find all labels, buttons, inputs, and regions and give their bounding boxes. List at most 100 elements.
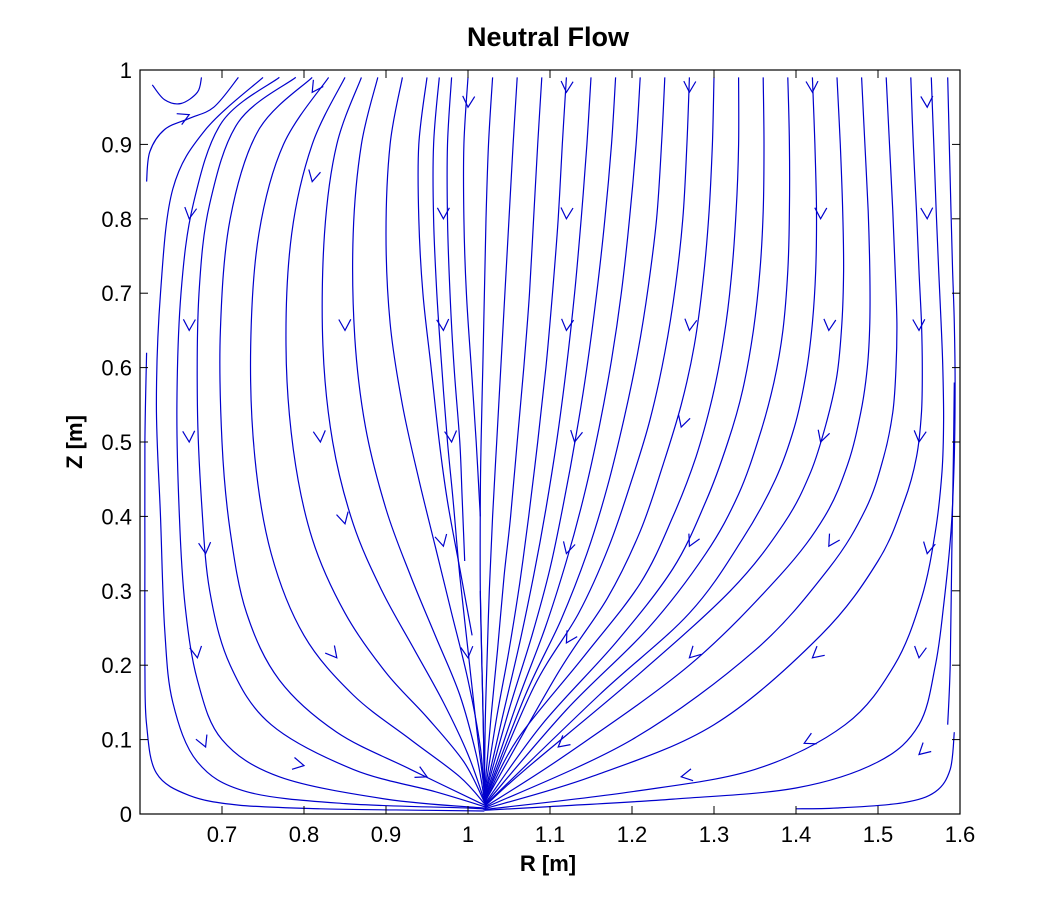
streamline-left-edge-outer	[146, 77, 239, 182]
flow-arrowhead	[688, 533, 700, 548]
flow-arrowhead	[679, 768, 694, 782]
x-tick-label: 1.1	[535, 822, 566, 847]
flow-arrowhead	[312, 430, 326, 444]
arrowheads-group	[176, 79, 936, 782]
streamline-r4	[483, 77, 567, 795]
flow-arrowhead	[198, 541, 212, 555]
streamline-right-edge-bottom	[795, 732, 955, 810]
streamlines-group	[144, 76, 956, 812]
flow-arrowhead	[189, 645, 203, 660]
flow-arrowhead	[436, 318, 450, 332]
y-tick-label: 0	[120, 802, 132, 827]
streamline-l3	[196, 76, 485, 808]
flow-arrowhead	[338, 319, 352, 332]
flow-arrowhead	[336, 511, 349, 526]
flow-arrowhead	[195, 734, 208, 749]
streamline-l6	[285, 77, 485, 803]
streamline-r13	[483, 77, 791, 806]
x-tick-label: 1.6	[945, 822, 976, 847]
flow-arrowhead	[291, 757, 306, 770]
y-tick-label: 0.4	[101, 504, 132, 529]
y-tick-label: 0.6	[101, 356, 132, 381]
streamline-r6	[483, 77, 617, 798]
flow-arrowhead	[436, 207, 450, 221]
streamline-l11b	[432, 77, 485, 792]
y-tick-label: 0.9	[101, 132, 132, 157]
flow-arrowhead	[560, 207, 574, 221]
x-axis-label: R [m]	[520, 851, 576, 876]
streamline-l7	[321, 77, 485, 801]
flow-arrowhead	[814, 207, 828, 221]
y-axis-ticks: 0 0.1 0.2 0.3 0.4 0.5 0.6 0.7 0.8 0.9 1	[101, 58, 960, 827]
streamline-l8	[352, 77, 485, 800]
streamline-r3	[483, 77, 543, 794]
streamline-r15	[483, 77, 845, 808]
x-tick-label: 1.2	[617, 822, 648, 847]
flow-arrowhead	[811, 645, 825, 659]
x-tick-label: 1	[462, 822, 474, 847]
flow-arrowhead	[803, 732, 817, 745]
flow-arrowhead	[460, 645, 474, 660]
streamline-right-edge	[947, 382, 955, 725]
streamline-r11	[483, 77, 740, 804]
streamline-r14	[483, 77, 818, 807]
x-tick-label: 0.8	[289, 822, 320, 847]
y-axis-label: Z [m]	[62, 415, 87, 469]
streamline-r9	[483, 77, 690, 803]
streamline-r10	[483, 77, 715, 804]
streamline-r5	[483, 77, 592, 797]
streamline-r18	[484, 77, 923, 810]
x-tick-label: 0.7	[207, 822, 238, 847]
flow-arrowhead	[920, 95, 934, 109]
x-tick-label: 1.4	[781, 822, 812, 847]
x-tick-label: 0.9	[371, 822, 402, 847]
flow-arrowhead	[182, 319, 196, 332]
flow-arrowhead	[684, 318, 698, 332]
flow-arrowhead	[182, 430, 196, 444]
flow-arrowhead	[570, 429, 583, 444]
x-tick-label: 1.5	[863, 822, 894, 847]
flow-arrowhead	[308, 169, 321, 183]
streamline-r17	[484, 77, 898, 809]
flow-arrowhead	[562, 541, 576, 555]
chart-title: Neutral Flow	[467, 22, 630, 52]
streamline-r20	[484, 77, 956, 811]
streamline-l11	[446, 77, 466, 562]
plot-frame	[139, 69, 961, 815]
flow-arrowhead	[913, 430, 927, 444]
flow-arrowhead	[560, 80, 574, 94]
y-tick-label: 0.1	[101, 728, 132, 753]
y-tick-label: 0.2	[101, 653, 132, 678]
streamline-r1	[479, 77, 494, 792]
flow-arrowhead	[923, 541, 936, 555]
flow-arrowhead	[828, 533, 840, 548]
streamline-r19	[484, 77, 945, 811]
streamline-l10	[417, 77, 473, 636]
streamline-l1	[155, 76, 485, 811]
streamline-l2	[176, 76, 485, 809]
y-tick-label: 0.8	[101, 207, 132, 232]
flow-arrowhead	[414, 766, 429, 778]
streamline-l4	[219, 76, 485, 806]
flow-arrowhead	[920, 207, 934, 221]
x-tick-label: 1.3	[699, 822, 730, 847]
streamline-l9	[385, 77, 485, 798]
y-tick-label: 0.5	[101, 430, 132, 455]
streamline-r12	[483, 77, 765, 805]
flow-arrowhead	[184, 206, 198, 221]
flow-arrowhead	[324, 645, 338, 659]
flow-arrowhead	[444, 430, 458, 444]
flow-arrowhead	[683, 80, 697, 94]
y-tick-label: 0.3	[101, 579, 132, 604]
flow-arrowhead	[805, 80, 819, 94]
flow-arrowhead	[462, 95, 476, 109]
flow-arrowhead	[561, 318, 575, 332]
x-axis-ticks: 0.7 0.8 0.9 1 1.1 1.2 1.3 1.4 1.5 1.6	[207, 70, 976, 847]
flow-arrowhead	[823, 318, 837, 332]
streamline-corner-vortex	[151, 77, 203, 105]
streamline-l12	[462, 77, 481, 517]
y-tick-label: 0.7	[101, 281, 132, 306]
streamline-left-edge	[144, 352, 485, 812]
streamline-r8	[483, 77, 666, 801]
